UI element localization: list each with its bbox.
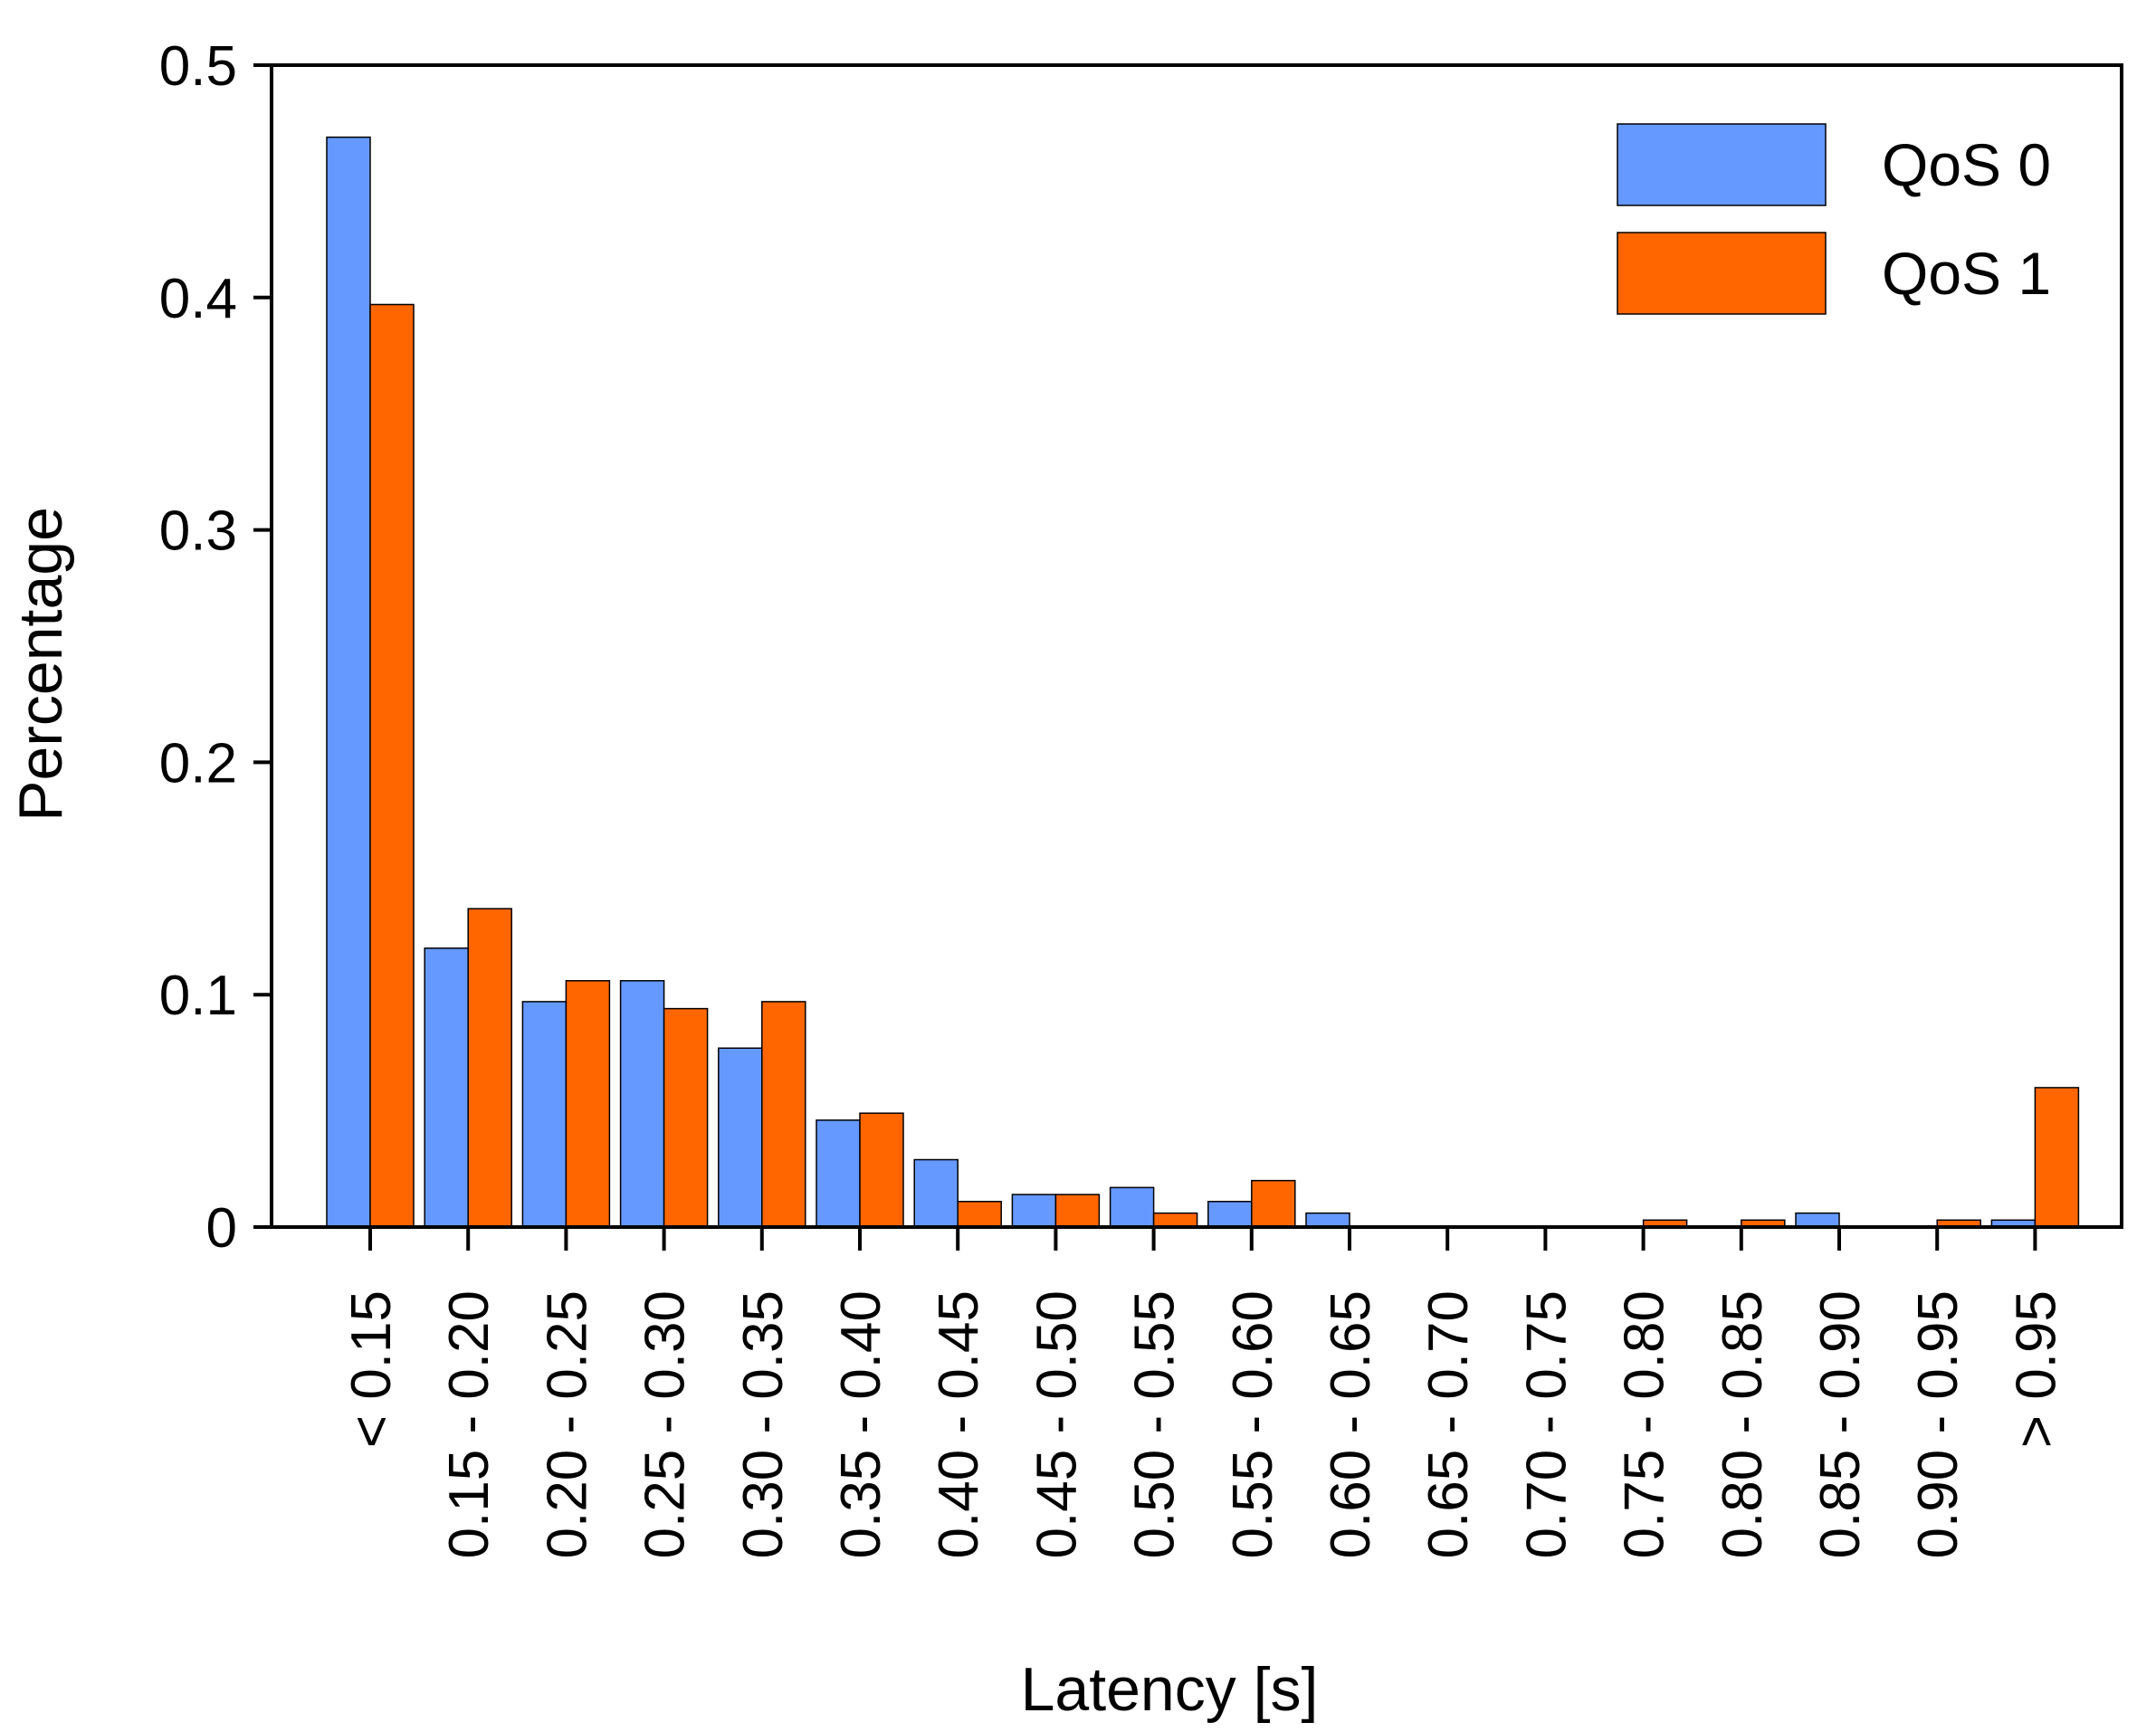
bar-qos0 <box>1207 1201 1253 1228</box>
bar-qos1 <box>369 303 415 1228</box>
bar-qos0 <box>619 980 665 1228</box>
bar-qos1 <box>467 908 512 1228</box>
bar-qos0 <box>424 947 469 1228</box>
x-tick-label: 0.85 - 0.90 <box>1809 1290 1872 1558</box>
y-tick-label: 0.5 <box>159 35 237 98</box>
bar-qos1 <box>1152 1212 1198 1228</box>
x-tick-label: 0.30 - 0.35 <box>732 1290 795 1558</box>
x-tick-label: 0.20 - 0.25 <box>536 1290 598 1558</box>
x-tick-label: 0.55 - 0.60 <box>1222 1290 1284 1558</box>
x-tick-label: 0.15 - 0.20 <box>438 1290 501 1558</box>
x-tick-label: 0.70 - 0.75 <box>1515 1290 1578 1558</box>
bar-qos1 <box>663 1007 709 1228</box>
legend-label-qos0: QoS 0 <box>1882 131 2051 198</box>
plot-frame <box>270 63 2123 1229</box>
x-tick-label: 0.45 - 0.50 <box>1026 1290 1088 1558</box>
y-axis: 0 0.1 0.2 0.3 0.4 0.5 <box>159 35 272 1260</box>
bar-qos0 <box>913 1158 959 1228</box>
y-tick-label: 0.4 <box>159 268 237 330</box>
bar-qos1 <box>2034 1087 2080 1228</box>
bar-qos1 <box>859 1112 904 1228</box>
bar-qos0 <box>1795 1212 1840 1228</box>
bar-qos0 <box>1109 1186 1155 1228</box>
y-tick-label: 0.2 <box>159 732 237 795</box>
x-tick-label: 0.90 - 0.95 <box>1907 1290 1970 1558</box>
x-tick-label: 0.65 - 0.70 <box>1417 1290 1480 1558</box>
y-tick-label: 0 <box>206 1197 237 1260</box>
bar-qos0 <box>816 1119 861 1228</box>
bar-qos0 <box>1305 1212 1350 1228</box>
bar-qos1 <box>957 1201 1002 1228</box>
bar-qos1 <box>761 1001 806 1228</box>
x-axis-label: Latency [s] <box>1021 1655 1319 1724</box>
x-tick-label: 0.80 - 0.85 <box>1712 1290 1774 1558</box>
legend-swatch-qos1 <box>1617 232 1827 315</box>
y-axis-label: Percentage <box>6 507 75 822</box>
x-tick-label: 0.25 - 0.30 <box>634 1290 697 1558</box>
legend: QoS 0 QoS 1 <box>1617 123 2051 315</box>
x-tick-label: 0.75 - 0.80 <box>1614 1290 1676 1558</box>
bar-qos1 <box>1251 1179 1296 1228</box>
bar-qos1 <box>565 980 611 1228</box>
x-tick-label: 0.50 - 0.55 <box>1124 1290 1187 1558</box>
bar-qos1 <box>1054 1194 1101 1228</box>
bar-qos0 <box>521 1001 568 1228</box>
bar-qos0 <box>326 136 371 1228</box>
y-tick-label: 0.1 <box>159 965 237 1027</box>
x-tick-label: 0.40 - 0.45 <box>928 1290 990 1558</box>
x-tick-label: < 0.15 <box>340 1290 403 1448</box>
y-tick-label: 0.3 <box>159 500 237 563</box>
bars-layer <box>326 136 2080 1228</box>
x-tick-label: 0.35 - 0.40 <box>830 1290 892 1558</box>
bar-qos0 <box>718 1047 763 1228</box>
legend-label-qos1: QoS 1 <box>1882 240 2051 307</box>
legend-swatch-qos0 <box>1617 123 1827 206</box>
bar-qos0 <box>1011 1194 1057 1228</box>
x-axis: < 0.15 0.15 - 0.20 0.20 - 0.25 0.25 - 0.30 0… <box>340 1227 2067 1558</box>
x-tick-label: 0.60 - 0.65 <box>1320 1290 1382 1558</box>
x-tick-label: > 0.95 <box>2005 1290 2067 1448</box>
